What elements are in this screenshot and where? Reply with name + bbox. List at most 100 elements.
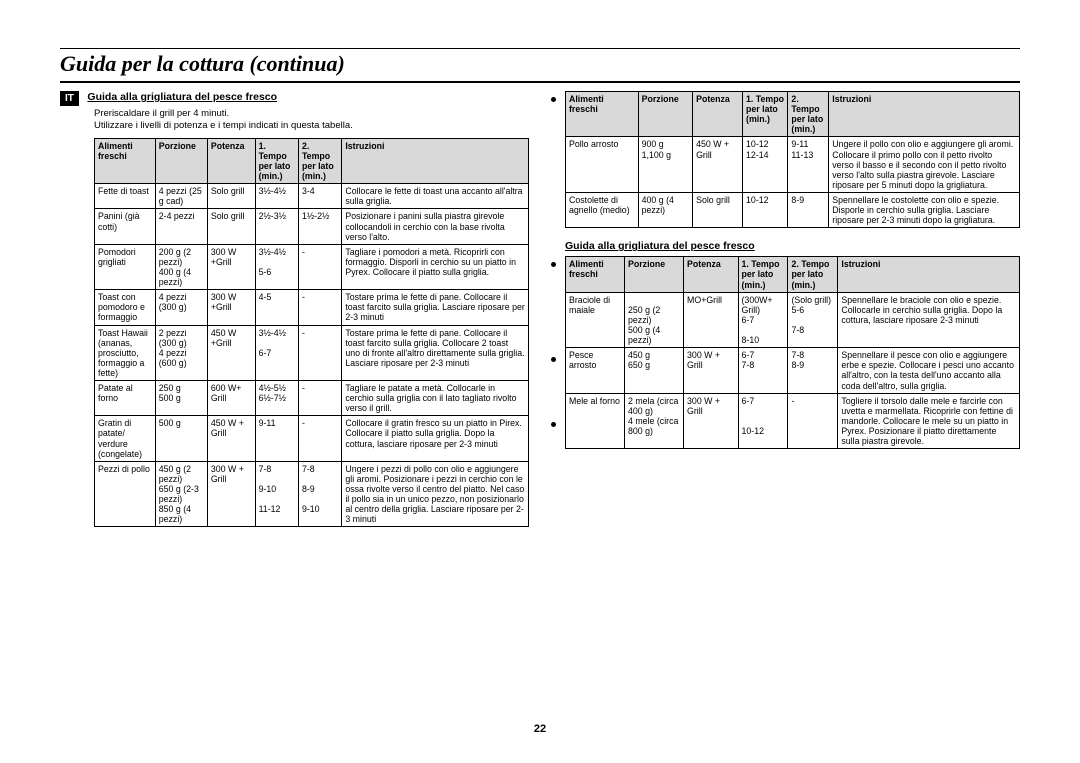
- right-top-block: Alimenti freschi Porzione Potenza 1. Tem…: [551, 91, 1020, 238]
- col-header: 2. Tempo per lato (min.): [298, 138, 341, 183]
- table-cell: -: [788, 393, 838, 449]
- table-cell: 900 g 1,100 g: [638, 137, 692, 193]
- col-header: Istruzioni: [342, 138, 529, 183]
- table-cell: 200 g (2 pezzi) 400 g (4 pezzi): [155, 244, 207, 289]
- table-cell: -: [298, 416, 341, 461]
- table-cell: 2 pezzi (300 g) 4 pezzi (600 g): [155, 325, 207, 381]
- right-bottom-title-row: Guida alla grigliatura del pesce fresco: [551, 240, 1020, 252]
- table-cell: 3-4: [298, 184, 341, 209]
- right-top-table: Alimenti freschi Porzione Potenza 1. Tem…: [565, 91, 1020, 228]
- table-cell: Mele al forno: [566, 393, 625, 449]
- col-header: 2. Tempo per lato (min.): [788, 92, 829, 137]
- table-cell: Collocare il gratin fresco su un piatto …: [342, 416, 529, 461]
- table-cell: Fette di toast: [95, 184, 156, 209]
- table-cell: -: [298, 244, 341, 289]
- table-cell: 450 W +Grill: [207, 325, 255, 381]
- table-cell: 2 mela (circa 400 g) 4 mele (circa 800 g…: [625, 393, 684, 449]
- table-row: Patate al forno250 g 500 g600 W+ Grill4½…: [95, 381, 529, 416]
- table-row: Pomodori grigliati200 g (2 pezzi) 400 g …: [95, 244, 529, 289]
- table-cell: Solo grill: [693, 192, 743, 227]
- table-cell: 10-12: [743, 192, 788, 227]
- col-header: 1. Tempo per lato (min.): [255, 138, 298, 183]
- col-header: 1. Tempo per lato (min.): [743, 92, 788, 137]
- left-section-title: Guida alla grigliatura del pesce fresco: [87, 91, 277, 103]
- table-cell: Spennellare le braciole con olio e spezi…: [838, 292, 1020, 348]
- content-columns: IT Guida alla grigliatura del pesce fres…: [60, 91, 1020, 537]
- table-cell: 2-4 pezzi: [155, 209, 207, 244]
- table-cell: Pezzi di pollo: [95, 461, 156, 527]
- table-cell: 300 W + Grill: [684, 393, 738, 449]
- col-header: 2. Tempo per lato (min.): [788, 257, 838, 292]
- bullet-icon: [551, 262, 556, 267]
- section-header-row: IT Guida alla grigliatura del pesce fres…: [60, 91, 529, 106]
- table-cell: Braciole di maiale: [566, 292, 625, 348]
- lang-badge: IT: [60, 91, 79, 106]
- table-cell: 300 W +Grill: [207, 244, 255, 289]
- bullet-icon: [551, 357, 556, 362]
- table-cell: 8-9: [788, 192, 829, 227]
- bullet-icon: [551, 422, 556, 427]
- table-cell: 250 g (2 pezzi) 500 g (4 pezzi): [625, 292, 684, 348]
- table-cell: Tagliare i pomodori a metà. Ricoprirli c…: [342, 244, 529, 289]
- left-intro: Preriscaldare il grill per 4 minuti. Uti…: [60, 108, 529, 132]
- table-cell: Panini (già cotti): [95, 209, 156, 244]
- page-number: 22: [0, 723, 1080, 735]
- table-cell: 450 g (2 pezzi) 650 g (2-3 pezzi) 850 g …: [155, 461, 207, 527]
- table-cell: 4 pezzi (300 g): [155, 290, 207, 325]
- table-cell: Collocare le fette di toast una accanto …: [342, 184, 529, 209]
- table-cell: Tostare prima le fette di pane. Collocar…: [342, 290, 529, 325]
- right-bottom-block: Alimenti freschi Porzione Potenza 1. Tem…: [551, 256, 1020, 459]
- col-header: Alimenti freschi: [95, 138, 156, 183]
- right-bottom-table: Alimenti freschi Porzione Potenza 1. Tem…: [565, 256, 1020, 449]
- table-row: Braciole di maiale 250 g (2 pezzi) 500 g…: [566, 292, 1020, 348]
- table-cell: 6-7 7-8: [738, 348, 788, 393]
- table-header-row: Alimenti freschi Porzione Potenza 1. Tem…: [95, 138, 529, 183]
- table-cell: 450 g 650 g: [625, 348, 684, 393]
- table-cell: 450 W + Grill: [693, 137, 743, 193]
- left-table: Alimenti freschi Porzione Potenza 1. Tem…: [94, 138, 529, 528]
- table-row: Pollo arrosto900 g 1,100 g450 W + Grill1…: [566, 137, 1020, 193]
- table-cell: 500 g: [155, 416, 207, 461]
- table-cell: 4½-5½ 6½-7½: [255, 381, 298, 416]
- table-row: Mele al forno2 mela (circa 400 g) 4 mele…: [566, 393, 1020, 449]
- right-column: Alimenti freschi Porzione Potenza 1. Tem…: [551, 91, 1020, 537]
- col-header: Alimenti freschi: [566, 92, 639, 137]
- table-cell: 300 W + Grill: [207, 461, 255, 527]
- table-cell: -: [298, 325, 341, 381]
- table-cell: 3½-4½ 6-7: [255, 325, 298, 381]
- table-row: Pezzi di pollo450 g (2 pezzi) 650 g (2-3…: [95, 461, 529, 527]
- table-row: Gratin di patate/ verdure (congelate)500…: [95, 416, 529, 461]
- table-cell: Toast Hawaii (ananas, prosciutto, formag…: [95, 325, 156, 381]
- table-cell: Solo grill: [207, 184, 255, 209]
- col-header: 1. Tempo per lato (min.): [738, 257, 788, 292]
- table-header-row: Alimenti freschi Porzione Potenza 1. Tem…: [566, 92, 1020, 137]
- table-header-row: Alimenti freschi Porzione Potenza 1. Tem…: [566, 257, 1020, 292]
- table-cell: 4-5: [255, 290, 298, 325]
- page-title: Guida per la cottura (continua): [60, 51, 1020, 77]
- table-cell: 250 g 500 g: [155, 381, 207, 416]
- table-row: Toast con pomodoro e formaggio4 pezzi (3…: [95, 290, 529, 325]
- col-header: Porzione: [155, 138, 207, 183]
- bullet-icon: [551, 97, 556, 102]
- table-row: Fette di toast4 pezzi (25 g cad)Solo gri…: [95, 184, 529, 209]
- table-cell: 6-7 10-12: [738, 393, 788, 449]
- table-cell: 4 pezzi (25 g cad): [155, 184, 207, 209]
- col-header: Potenza: [207, 138, 255, 183]
- table-cell: Pollo arrosto: [566, 137, 639, 193]
- table-cell: Spennellare le costolette con olio e spe…: [829, 192, 1020, 227]
- table-cell: -: [298, 290, 341, 325]
- table-cell: Pesce arrosto: [566, 348, 625, 393]
- table-cell: Pomodori grigliati: [95, 244, 156, 289]
- table-row: Costolette di agnello (medio)400 g (4 pe…: [566, 192, 1020, 227]
- col-header: Istruzioni: [829, 92, 1020, 137]
- table-cell: Solo grill: [207, 209, 255, 244]
- table-cell: Ungere i pezzi di pollo con olio e aggiu…: [342, 461, 529, 527]
- page: Guida per la cottura (continua) IT Guida…: [0, 0, 1080, 557]
- left-column: IT Guida alla grigliatura del pesce fres…: [60, 91, 529, 537]
- table-cell: 10-12 12-14: [743, 137, 788, 193]
- right-bottom-section-title: Guida alla grigliatura del pesce fresco: [565, 240, 755, 252]
- table-cell: Tagliare le patate a metà. Collocarle in…: [342, 381, 529, 416]
- table-cell: 7-8 8-9 9-10: [298, 461, 341, 527]
- table-cell: 3½-4½ 5-6: [255, 244, 298, 289]
- table-cell: Ungere il pollo con olio e aggiungere gl…: [829, 137, 1020, 193]
